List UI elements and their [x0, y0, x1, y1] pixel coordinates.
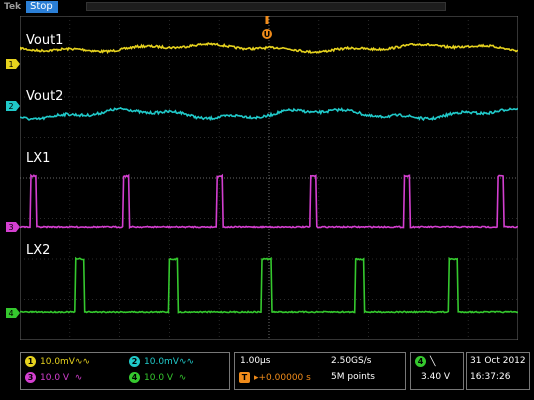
acquisition-status[interactable]: Stop	[26, 1, 58, 13]
trigger-source-badge: 4	[415, 356, 426, 367]
vout1-waveform	[20, 42, 518, 55]
ch2-readout[interactable]: 2 10.0mV∿∿	[129, 356, 194, 367]
trigger-source: 4 ╲	[415, 356, 435, 367]
ch4-scale: 10.0 V	[144, 373, 174, 383]
trace-label-vout1: Vout1	[26, 33, 63, 48]
ch1-offset-marker[interactable]: 1	[6, 59, 20, 69]
ch3-readout[interactable]: 3 10.0 V ∿	[25, 372, 82, 383]
vout2-waveform	[20, 106, 518, 122]
ch1-bw-icon: ∿∿	[74, 357, 91, 367]
datetime-panel: 31 Oct 2012 16:37:26	[466, 352, 530, 390]
ch4-badge: 4	[129, 372, 140, 383]
time: 16:37:26	[470, 372, 511, 382]
graticule-center-lines	[20, 16, 518, 340]
trace-label-lx2: LX2	[26, 243, 50, 258]
lx2-waveform	[20, 256, 518, 314]
trigger-level: 3.40 V	[421, 372, 451, 382]
trigger-position-marker[interactable]: U	[262, 16, 272, 39]
date: 31 Oct 2012	[470, 356, 526, 366]
trigger-position-icon: T	[239, 372, 250, 383]
ch3-offset-marker[interactable]: 3	[6, 222, 20, 232]
readout-bar: 1 10.0mV∿∿ 2 10.0mV∿∿ 3 10.0 V ∿ 4 10.0 V ∿ …	[0, 346, 534, 400]
ch4-bw-icon: ∿	[178, 373, 187, 383]
svg-text:3: 3	[8, 223, 13, 232]
ch2-bw-icon: ∿∿	[178, 357, 195, 367]
ch3-badge: 3	[25, 372, 36, 383]
trigger-readout-panel[interactable]: 4 ╲ 3.40 V	[410, 352, 464, 390]
ch1-scale: 10.0mV	[40, 357, 75, 367]
record-overview-bar[interactable]	[86, 2, 446, 11]
trigger-marker-label: U	[264, 30, 271, 39]
svg-text:2: 2	[8, 102, 13, 111]
ch4-offset-marker[interactable]: 4	[6, 308, 20, 318]
trace-label-lx1: LX1	[26, 151, 50, 166]
sample-rate: 2.50GS/s	[331, 356, 372, 366]
ch4-readout[interactable]: 4 10.0 V ∿	[129, 372, 186, 383]
ch2-badge: 2	[129, 356, 140, 367]
ch1-readout[interactable]: 1 10.0mV∿∿	[25, 356, 90, 367]
ch2-offset-marker[interactable]: 2	[6, 101, 20, 111]
svg-text:1: 1	[8, 60, 13, 69]
svg-text:4: 4	[8, 309, 13, 318]
trace-label-vout2: Vout2	[26, 89, 63, 104]
brand-label: Tek	[4, 2, 22, 12]
channel-offset-markers: 1 2 3 4	[6, 59, 20, 318]
ch3-scale: 10.0 V	[40, 373, 70, 383]
ch2-scale: 10.0mV	[144, 357, 179, 367]
channel-readout-panel[interactable]: 1 10.0mV∿∿ 2 10.0mV∿∿ 3 10.0 V ∿ 4 10.0 V ∿	[20, 352, 230, 390]
horizontal-position: T ▸+0.00000 s	[239, 372, 311, 383]
falling-edge-icon: ╲	[430, 357, 436, 367]
time-per-division: 1.00µs	[240, 356, 271, 366]
ch1-badge: 1	[25, 356, 36, 367]
ch3-bw-icon: ∿	[74, 373, 83, 383]
horizontal-readout-panel[interactable]: 1.00µs 2.50GS/s T ▸+0.00000 s 5M points	[234, 352, 406, 390]
lx1-waveform	[20, 173, 518, 230]
waveform-display: Vout1 Vout2 LX1 LX2 U	[20, 16, 518, 340]
record-length: 5M points	[331, 372, 375, 382]
horizontal-position-value: ▸+0.00000 s	[254, 373, 311, 383]
